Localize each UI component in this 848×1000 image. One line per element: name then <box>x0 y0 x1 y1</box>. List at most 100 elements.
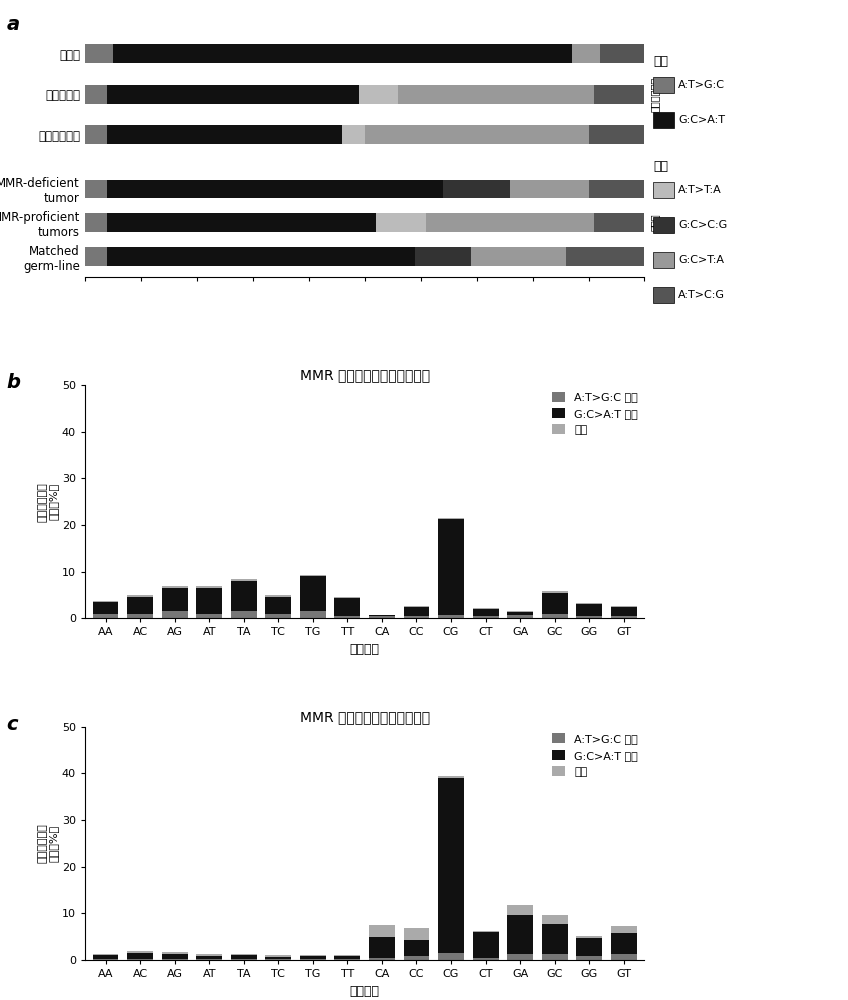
Text: b: b <box>7 373 20 392</box>
Bar <box>404 616 429 618</box>
Bar <box>404 940 429 956</box>
Bar <box>577 604 602 616</box>
Bar <box>265 955 291 957</box>
Bar <box>92 614 119 618</box>
Bar <box>577 956 602 960</box>
Bar <box>162 611 187 618</box>
Legend: A:T>G:C 转换, G:C>A:T 转换, 颠换: A:T>G:C 转换, G:C>A:T 转换, 颠换 <box>548 729 642 781</box>
Bar <box>127 595 153 597</box>
Text: A:T>C:G: A:T>C:G <box>678 290 725 300</box>
Bar <box>196 586 222 588</box>
Bar <box>162 959 187 960</box>
Bar <box>472 958 499 960</box>
Text: a: a <box>7 15 20 34</box>
Bar <box>369 615 395 616</box>
Bar <box>300 575 326 576</box>
Bar <box>196 956 222 959</box>
Bar <box>107 213 376 232</box>
Y-axis label: 归一化的取代
频率（%）: 归一化的取代 频率（%） <box>37 823 59 863</box>
Bar <box>611 607 637 616</box>
Bar <box>231 954 257 955</box>
Text: G:C>T:A: G:C>T:A <box>678 255 724 265</box>
Bar <box>376 213 427 232</box>
Bar <box>438 615 464 618</box>
Bar <box>472 931 499 932</box>
Bar <box>196 614 222 618</box>
Bar <box>85 213 107 232</box>
Bar <box>265 614 291 618</box>
Bar <box>300 959 326 960</box>
Bar <box>196 954 222 956</box>
Bar <box>334 959 360 960</box>
Bar <box>107 85 359 104</box>
Legend: A:T>G:C 转换, G:C>A:T 转换, 颠换: A:T>G:C 转换, G:C>A:T 转换, 颠换 <box>548 387 642 440</box>
Bar <box>507 954 533 960</box>
Bar <box>107 247 415 266</box>
Bar <box>92 959 119 960</box>
Text: 转换: 转换 <box>653 55 668 68</box>
Bar <box>577 936 602 938</box>
Text: 大肠癌: 大肠癌 <box>650 214 660 231</box>
Bar <box>231 955 257 959</box>
Bar <box>404 607 429 616</box>
Bar <box>85 247 107 266</box>
Bar <box>334 956 360 959</box>
Bar <box>107 180 443 198</box>
Bar <box>404 928 429 940</box>
Bar <box>231 611 257 618</box>
Bar <box>343 125 365 144</box>
Bar <box>572 44 600 63</box>
Bar <box>369 958 395 960</box>
Text: 示迹图等癌种: 示迹图等癌种 <box>650 77 660 112</box>
X-axis label: 二核苷酸: 二核苷酸 <box>349 985 380 998</box>
X-axis label: 二核苷酸: 二核苷酸 <box>349 643 380 656</box>
Bar <box>359 85 399 104</box>
Bar <box>85 44 113 63</box>
Bar <box>507 915 533 954</box>
Bar <box>162 588 187 611</box>
Bar <box>611 933 637 954</box>
Bar <box>369 616 395 618</box>
Bar <box>542 593 567 614</box>
Bar <box>600 44 644 63</box>
Bar <box>438 519 464 615</box>
Bar <box>365 125 589 144</box>
Bar <box>438 518 464 519</box>
Bar <box>399 85 594 104</box>
Bar <box>611 616 637 618</box>
Text: 颠换: 颠换 <box>653 160 668 173</box>
Y-axis label: 归一化的取代
频率（%）: 归一化的取代 频率（%） <box>37 482 59 522</box>
Bar <box>542 954 567 960</box>
Bar <box>369 937 395 958</box>
Bar <box>300 956 326 959</box>
Bar <box>92 955 119 959</box>
Bar <box>300 611 326 618</box>
Title: MMR 缺陷肟癌中的体细胞取代: MMR 缺陷肟癌中的体细胞取代 <box>299 368 430 382</box>
Bar <box>196 959 222 960</box>
Text: A:T>T:A: A:T>T:A <box>678 185 722 195</box>
Bar <box>577 616 602 618</box>
Bar <box>472 932 499 958</box>
Bar <box>443 180 510 198</box>
Bar <box>542 614 567 618</box>
Bar <box>611 926 637 933</box>
Bar <box>162 952 187 954</box>
Bar <box>507 612 533 615</box>
Bar <box>300 576 326 611</box>
Bar <box>594 213 644 232</box>
Bar <box>127 614 153 618</box>
Bar <box>438 776 464 778</box>
Bar <box>404 956 429 960</box>
Bar <box>427 213 594 232</box>
Bar <box>107 125 343 144</box>
Bar <box>334 598 360 616</box>
Bar <box>113 44 572 63</box>
Bar <box>231 581 257 611</box>
Bar <box>472 609 499 616</box>
Title: MMR 健全肟癌中的体细胞取代: MMR 健全肟癌中的体细胞取代 <box>299 710 430 724</box>
Bar <box>85 85 107 104</box>
Bar <box>127 953 153 959</box>
Bar <box>231 959 257 960</box>
Text: c: c <box>7 715 18 734</box>
Bar <box>85 125 107 144</box>
